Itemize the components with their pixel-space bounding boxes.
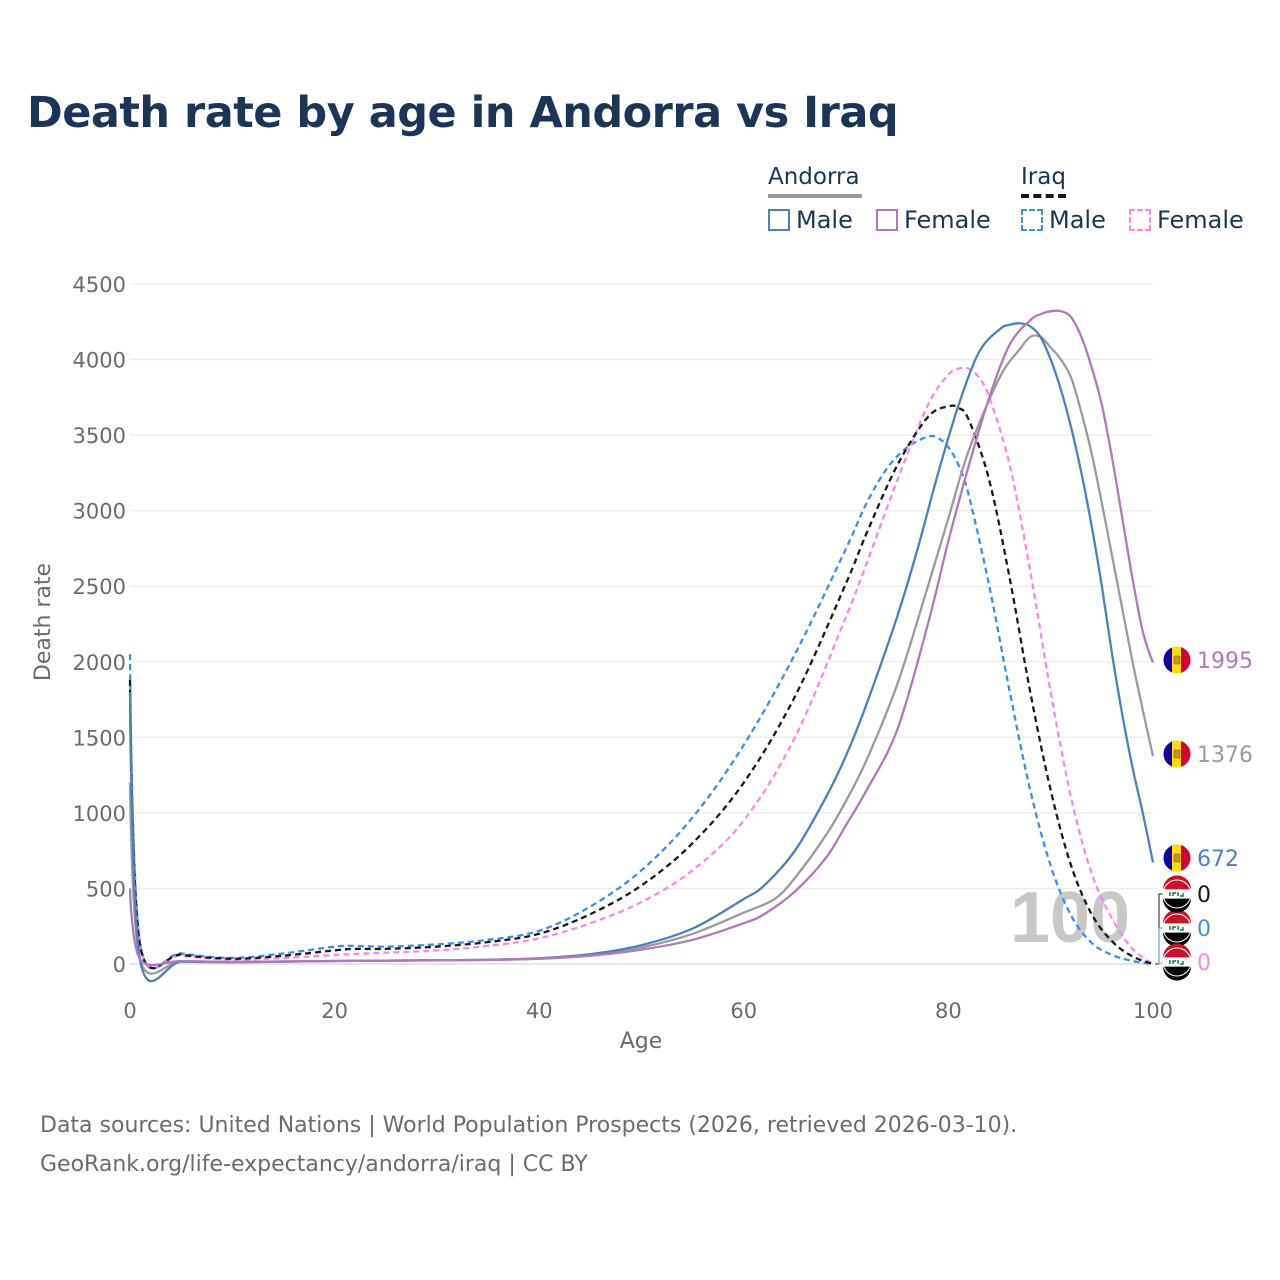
x-tick-label-60: 60 (730, 999, 757, 1023)
flag-iraq-female-icon-inscription (1169, 960, 1184, 965)
x-tick-label-80: 80 (935, 999, 962, 1023)
age-slider-value: 100 (1010, 878, 1130, 958)
flag-andorra-male-icon (1162, 843, 1192, 873)
series-line-iraq-both (128, 404, 1154, 970)
series-line-andorra-female (128, 309, 1155, 967)
flag-andorra-male-icon-ring (1162, 843, 1192, 873)
source-line-2[interactable]: GeoRank.org/life-expectancy/andorra/iraq… (40, 1152, 588, 1177)
legend-swatch-iraq-male (1021, 209, 1043, 231)
flag-iraq-female-icon-stripe-black (1163, 966, 1191, 981)
flag-iraq-male-icon (1162, 909, 1192, 947)
flag-andorra-female-icon (1162, 645, 1192, 675)
legend-label-andorra-male: Male (796, 206, 853, 234)
flag-iraq-male-icon-stripe-red (1163, 909, 1191, 924)
end-label-iraq-male: 0 (1197, 917, 1211, 942)
series-line-andorra-male (128, 322, 1155, 983)
flag-andorra-both-icon (1162, 739, 1192, 769)
chart-title: Death rate by age in Andorra vs Iraq (27, 88, 899, 138)
flag-iraq-both-icon (1162, 875, 1192, 913)
end-label-iraq-both: 0 (1197, 883, 1211, 908)
flag-iraq-both-icon-stripe-red (1163, 875, 1191, 890)
flag-iraq-male-icon-stripe-white (1163, 923, 1191, 933)
flag-iraq-female-icon-ring (1162, 947, 1192, 977)
source-note: Data sources: United Nations | World Pop… (40, 1106, 1017, 1184)
legend-label-iraq-male: Male (1049, 206, 1106, 234)
end-label-andorra-male: 672 (1197, 847, 1239, 872)
y-tick-label-4000: 4000 (73, 349, 126, 373)
legend-label-andorra-female: Female (904, 206, 991, 234)
flag-andorra-male-icon-stripe-red (1181, 844, 1191, 872)
y-tick-label-1000: 1000 (73, 802, 126, 826)
y-tick-label-3000: 3000 (73, 500, 126, 524)
legend-swatch-andorra-female (876, 209, 898, 231)
legend-item-andorra-male[interactable]: Male (768, 205, 853, 235)
flag-andorra-male-icon-stripe-blue (1163, 844, 1173, 872)
flag-iraq-both-icon-stripe-white (1163, 889, 1191, 899)
grid (130, 283, 1153, 965)
flag-iraq-female-icon-stripe-red (1163, 943, 1191, 958)
series-line-iraq-male (128, 434, 1154, 970)
series-line-iraq-female (128, 366, 1154, 969)
x-tick-label-0: 0 (123, 999, 136, 1023)
y-tick-label-2000: 2000 (73, 651, 126, 675)
source-line-1: Data sources: United Nations | World Pop… (40, 1113, 1018, 1138)
flag-iraq-female-icon (1162, 943, 1192, 981)
flag-iraq-both-icon-ring (1162, 879, 1192, 909)
x-tick-label-40: 40 (526, 999, 553, 1023)
end-label-iraq-female: 0 (1197, 951, 1211, 976)
flag-andorra-male-icon-emblem (1173, 853, 1181, 863)
legend-item-iraq-male[interactable]: Male (1021, 205, 1106, 235)
y-tick-label-3500: 3500 (73, 424, 126, 448)
flag-andorra-both-icon-stripe-red (1181, 740, 1191, 768)
series-lines (128, 309, 1155, 983)
legend-swatch-andorra-male (768, 209, 790, 231)
flag-andorra-both-icon-emblem (1173, 749, 1181, 759)
flag-andorra-female-icon-emblem (1173, 655, 1181, 665)
y-axis-title: Death rate (31, 563, 56, 681)
y-tick-label-4500: 4500 (73, 273, 126, 297)
flag-andorra-female-icon-stripe-red (1181, 646, 1191, 674)
legend-item-andorra-female[interactable]: Female (876, 205, 991, 235)
flag-andorra-female-icon-ring (1162, 645, 1192, 675)
x-tick-label-100: 100 (1133, 999, 1173, 1023)
flag-iraq-female-icon-stripe-white (1163, 957, 1191, 967)
y-tick-label-1500: 1500 (73, 726, 126, 750)
x-tick-label-20: 20 (321, 999, 348, 1023)
y-tick-label-500: 500 (86, 877, 126, 901)
end-label-andorra-both: 1376 (1197, 743, 1253, 768)
flag-andorra-female-icon-stripe-blue (1163, 646, 1173, 674)
connector-iraq-male (1158, 927, 1164, 964)
x-axis: 0 20 40 60 80 100 (123, 999, 1173, 1023)
flag-iraq-both-icon-inscription (1169, 892, 1184, 897)
flag-iraq-male-icon-stripe-black (1163, 932, 1191, 947)
end-label-andorra-female: 1995 (1197, 649, 1253, 674)
flag-andorra-both-icon-stripe-blue (1163, 740, 1173, 768)
y-tick-label-0: 0 (113, 953, 126, 977)
flag-iraq-male-icon-inscription (1169, 926, 1184, 931)
y-tick-label-2500: 2500 (73, 575, 126, 599)
legend-label-iraq-female: Female (1157, 206, 1244, 234)
y-axis: 0 500 1000 1500 2000 2500 3000 3500 4000 4500 (73, 273, 126, 977)
flag-andorra-both-icon-ring (1162, 739, 1192, 769)
legend-item-iraq-female[interactable]: Female (1129, 205, 1244, 235)
flag-iraq-both-icon-stripe-black (1163, 898, 1191, 913)
end-labels: 672 1995 1376 0 0 0 (1155, 645, 1253, 981)
flag-iraq-male-icon-ring (1162, 913, 1192, 943)
legend-swatch-iraq-female (1129, 209, 1151, 231)
x-axis-title: Age (620, 1029, 663, 1054)
